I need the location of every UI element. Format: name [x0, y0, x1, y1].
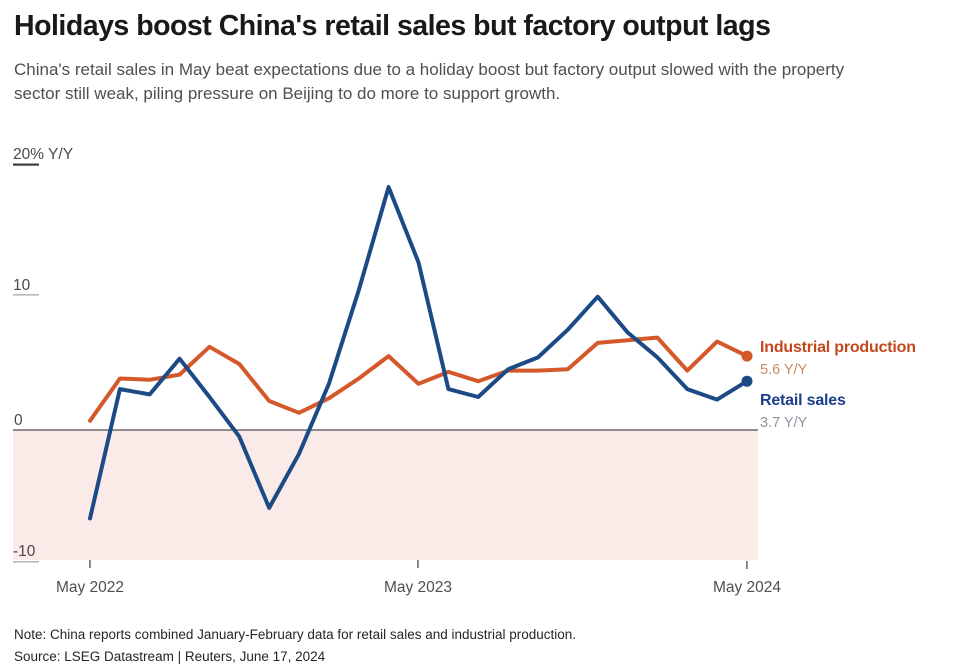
series-layer	[88, 185, 753, 521]
chart-note: Note: China reports combined January-Feb…	[14, 627, 577, 642]
y-axis-label-10: 10	[13, 277, 31, 294]
page-title: Holidays boost China's retail sales but …	[14, 10, 771, 42]
retail-sales-endpoint-dot	[741, 375, 753, 387]
industrial-production-latest-value: 5.6 Y/Y	[760, 362, 808, 378]
x-axis-label-may-2024: May 2024	[713, 579, 781, 596]
x-tick-may-2023	[417, 560, 419, 568]
x-axis-label-may-2023: May 2023	[384, 579, 452, 596]
industrial-production-endpoint-dot	[741, 350, 753, 362]
y-axis-label-neg10: -10	[13, 543, 36, 560]
industrial-production-label: Industrial production	[760, 339, 916, 356]
y-axis-label-0: 0	[14, 412, 23, 429]
y-tick-10	[13, 294, 39, 296]
x-axis-label-may-2022: May 2022	[56, 579, 124, 596]
retail-sales-line	[88, 185, 749, 521]
retail-sales-label: Retail sales	[760, 392, 846, 409]
negative-region	[13, 430, 758, 560]
page-subtitle: China's retail sales in May beat expecta…	[14, 60, 845, 103]
line-chart: 20% Y/Y 10 0 -10 May 2022 May 2023 May 2…	[13, 146, 916, 596]
y-tick-neg10	[13, 561, 39, 563]
retail-sales-latest-value: 3.7 Y/Y	[760, 415, 808, 431]
y-tick-20	[13, 163, 39, 166]
x-tick-may-2024	[746, 561, 748, 569]
x-tick-may-2022	[89, 560, 91, 568]
chart-source: Source: LSEG Datastream | Reuters, June …	[14, 649, 326, 664]
y-axis-label-20: 20% Y/Y	[13, 146, 73, 163]
